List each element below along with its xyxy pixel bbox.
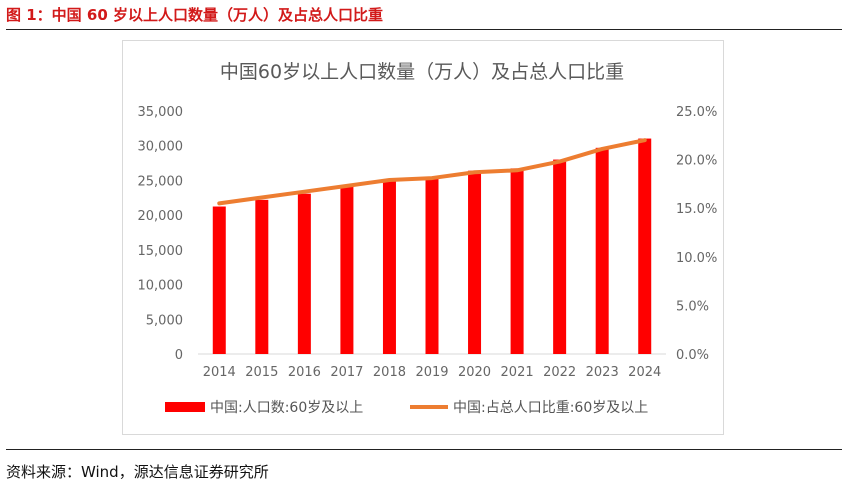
right-tick-label: 5.0%: [676, 299, 709, 314]
x-tick-label: 2021: [501, 365, 534, 380]
left-tick-label: 0: [175, 348, 183, 363]
x-tick-label: 2017: [330, 365, 363, 380]
x-tick-label: 2024: [628, 365, 661, 380]
bar: [382, 180, 396, 354]
legend: 中国:人口数:60岁及以上 中国:占总人口比重:60岁及以上: [165, 400, 648, 416]
left-tick-label: 5,000: [146, 313, 183, 328]
x-tick-label: 2019: [415, 365, 448, 380]
left-tick-label: 35,000: [138, 105, 184, 120]
bar: [425, 177, 439, 354]
x-tick-label: 2023: [586, 365, 619, 380]
left-tick-label: 20,000: [138, 209, 184, 224]
bar: [595, 147, 609, 354]
bar: [212, 206, 226, 354]
left-axis-ticks: 0 5,000 10,000 15,000 20,000 25,000 30,000 35,0…: [138, 105, 184, 363]
chart-svg: 中国60岁以上人口数量（万人）及占总人口比重 0 5,000 10,000 15,00…: [138, 61, 718, 416]
bar: [510, 168, 524, 354]
left-tick-label: 25,000: [138, 174, 184, 189]
x-tick-label: 2014: [203, 365, 236, 380]
source-note: 资料来源：Wind，源达信息证券研究所: [6, 463, 269, 481]
right-tick-label: 20.0%: [676, 154, 717, 169]
left-tick-label: 30,000: [138, 140, 184, 155]
right-tick-label: 0.0%: [676, 348, 709, 363]
left-tick-label: 15,000: [138, 244, 184, 259]
right-axis-ticks: 0.0% 5.0% 10.0% 15.0% 20.0% 25.0%: [676, 105, 717, 363]
bar: [553, 159, 567, 354]
bottom-divider: [6, 449, 842, 450]
chart-title: 中国60岁以上人口数量（万人）及占总人口比重: [220, 61, 624, 83]
legend-label-bar: 中国:人口数:60岁及以上: [210, 400, 363, 416]
top-divider: [6, 29, 842, 30]
bar: [638, 138, 652, 354]
ratio-line: [217, 138, 647, 206]
legend-swatch-bar: [165, 402, 205, 412]
x-tick-label: 2015: [245, 365, 278, 380]
right-tick-label: 15.0%: [676, 202, 717, 217]
x-axis-ticks: 2014 2015 2016 2017 2018 2019 2020 2021 2022 2023…: [203, 365, 662, 380]
bar: [297, 193, 311, 354]
bar: [255, 199, 269, 354]
x-tick-label: 2020: [458, 365, 491, 380]
right-tick-label: 25.0%: [676, 105, 717, 120]
x-tick-label: 2016: [288, 365, 321, 380]
figure-caption: 图 1：中国 60 岁以上人口数量（万人）及占总人口比重: [6, 6, 383, 24]
x-tick-label: 2018: [373, 365, 406, 380]
line-series: [217, 138, 647, 206]
bar: [340, 186, 354, 354]
right-tick-label: 10.0%: [676, 251, 717, 266]
bar: [468, 170, 482, 354]
chart-frame: 中国60岁以上人口数量（万人）及占总人口比重 0 5,000 10,000 15,00…: [122, 40, 724, 435]
bar-series: [212, 138, 652, 354]
legend-label-line: 中国:占总人口比重:60岁及以上: [453, 400, 648, 416]
left-tick-label: 10,000: [138, 279, 184, 294]
x-tick-label: 2022: [543, 365, 576, 380]
